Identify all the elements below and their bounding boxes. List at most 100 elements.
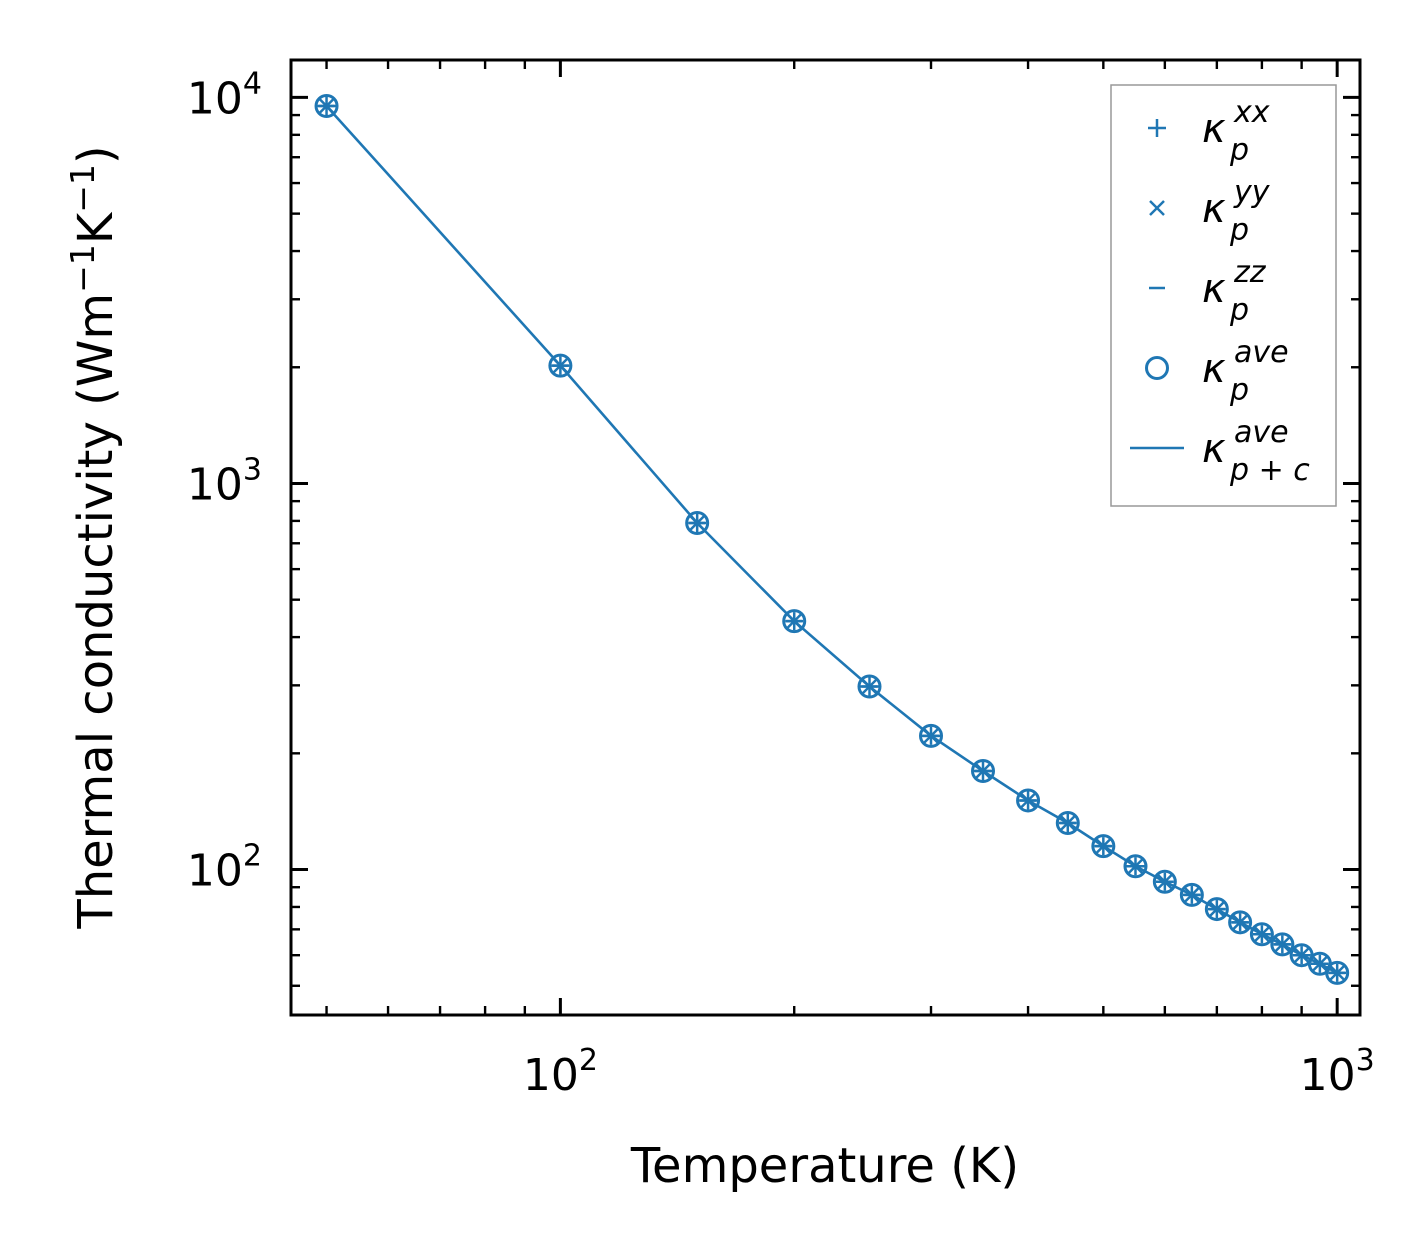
y-tick-label-base: 10 xyxy=(187,459,243,510)
legend-item: κ ave p xyxy=(1145,335,1289,408)
marker-circle xyxy=(1179,882,1204,907)
y-tick-label-exp: 2 xyxy=(243,839,262,874)
y-tick-label: 104 xyxy=(187,66,262,124)
data-point xyxy=(857,674,882,699)
x-tick-label-base: 10 xyxy=(1300,1050,1356,1101)
marker-circle xyxy=(782,609,807,634)
y-axis-label-end: ) xyxy=(68,145,124,164)
data-point xyxy=(919,723,944,748)
y-tick-label-base: 10 xyxy=(187,73,243,124)
data-point xyxy=(314,94,339,119)
y-tick-label-exp: 4 xyxy=(243,66,262,101)
legend-marker xyxy=(1148,119,1166,137)
y-axis-label: Thermal conductivity (Wm−1K−1) xyxy=(63,145,124,929)
marker-circle xyxy=(685,511,710,536)
marker-circle xyxy=(1055,810,1080,835)
data-point xyxy=(1325,960,1350,985)
legend-label: κ xx p xyxy=(1202,95,1270,168)
series-line xyxy=(325,105,1338,975)
legend-label: κ yy p xyxy=(1202,175,1271,248)
legend-item: κ yy p xyxy=(1149,175,1271,248)
legend-label-base: κ xyxy=(1202,426,1226,472)
x-tick-label: 102 xyxy=(523,1043,598,1101)
data-point xyxy=(1179,882,1204,907)
marker-circle xyxy=(548,353,573,378)
data-point xyxy=(548,353,573,378)
legend-marker xyxy=(1145,356,1169,380)
legend-label-base: κ xyxy=(1202,186,1226,232)
x-axis-label: Temperature (K) xyxy=(630,1138,1019,1194)
marker-circle xyxy=(1016,788,1041,813)
y-axis-label-text: Thermal conductivity (Wm xyxy=(68,293,124,930)
legend-label-sup: ave xyxy=(1234,415,1289,450)
legend-box xyxy=(1110,84,1337,507)
marker-circle xyxy=(1325,960,1350,985)
marker-x-b xyxy=(1149,200,1165,216)
marker-circle xyxy=(1270,932,1295,957)
data-point xyxy=(685,511,710,536)
y-tick-label: 102 xyxy=(187,839,262,897)
legend: κ xx pκ yy pκ zz pκ ave pκ ave p + c xyxy=(1110,84,1337,507)
legend-label-sup: xx xyxy=(1233,95,1270,130)
marker-circle xyxy=(857,674,882,699)
plot-frame xyxy=(289,58,1362,1017)
data-point xyxy=(1123,854,1148,879)
legend-label: κ zz p xyxy=(1202,255,1267,328)
legend-label-sub: p + c xyxy=(1229,453,1310,488)
legend-label-sup: ave xyxy=(1234,335,1289,370)
y-axis-label-sup1: −1 xyxy=(63,244,102,293)
series-line xyxy=(325,105,1338,975)
x-tick-label-base: 10 xyxy=(523,1050,579,1101)
x-tick-label: 103 xyxy=(1300,1043,1375,1101)
marker-circle xyxy=(1204,897,1229,922)
series-hline xyxy=(318,104,1346,975)
data-point xyxy=(1152,869,1177,894)
legend-label-base: κ xyxy=(1202,346,1226,392)
data-point xyxy=(971,758,996,783)
x-axis: 102 103 xyxy=(325,60,1375,1101)
marker-circle xyxy=(1228,910,1253,935)
legend-label-sub: p xyxy=(1229,213,1249,248)
legend-label-sub: p xyxy=(1229,133,1249,168)
series-circle xyxy=(314,94,1350,985)
legend-label-sub: p xyxy=(1229,373,1249,408)
data-point xyxy=(1055,810,1080,835)
marker-circle xyxy=(1249,922,1274,947)
x-tick-label-exp: 2 xyxy=(579,1043,598,1078)
legend-label-base: κ xyxy=(1202,266,1226,312)
legend-label: κ ave p + c xyxy=(1202,415,1310,488)
data-point xyxy=(782,609,807,634)
series-layer xyxy=(314,94,1350,985)
data-point xyxy=(1204,897,1229,922)
marker-circle xyxy=(1145,356,1169,380)
marker-circle xyxy=(971,758,996,783)
legend-label-base: κ xyxy=(1202,106,1226,152)
y-tick-label-exp: 3 xyxy=(243,452,262,487)
data-point xyxy=(1270,932,1295,957)
legend-label-sup: zz xyxy=(1233,255,1267,290)
legend-marker xyxy=(1149,200,1165,216)
legend-label: κ ave p xyxy=(1202,335,1289,408)
data-point xyxy=(1091,834,1116,859)
y-axis-label-sup2: −1 xyxy=(63,164,102,213)
marker-circle xyxy=(1123,854,1148,879)
y-tick-label: 103 xyxy=(187,452,262,510)
plot-area xyxy=(289,58,1362,1017)
marker-circle xyxy=(919,723,944,748)
data-point xyxy=(1249,922,1274,947)
data-point xyxy=(1016,788,1041,813)
y-axis-label-mid: K xyxy=(68,211,124,244)
marker-circle xyxy=(1091,834,1116,859)
x-tick-label-exp: 3 xyxy=(1356,1043,1375,1078)
marker-circle xyxy=(1152,869,1177,894)
y-tick-label-base: 10 xyxy=(187,846,243,897)
legend-label-sub: p xyxy=(1229,293,1249,328)
legend-item: κ ave p + c xyxy=(1130,415,1310,488)
legend-item: κ xx p xyxy=(1148,95,1270,168)
marker-circle xyxy=(314,94,339,119)
legend-label-sup: yy xyxy=(1233,175,1271,210)
legend-item: κ zz p xyxy=(1149,255,1267,328)
